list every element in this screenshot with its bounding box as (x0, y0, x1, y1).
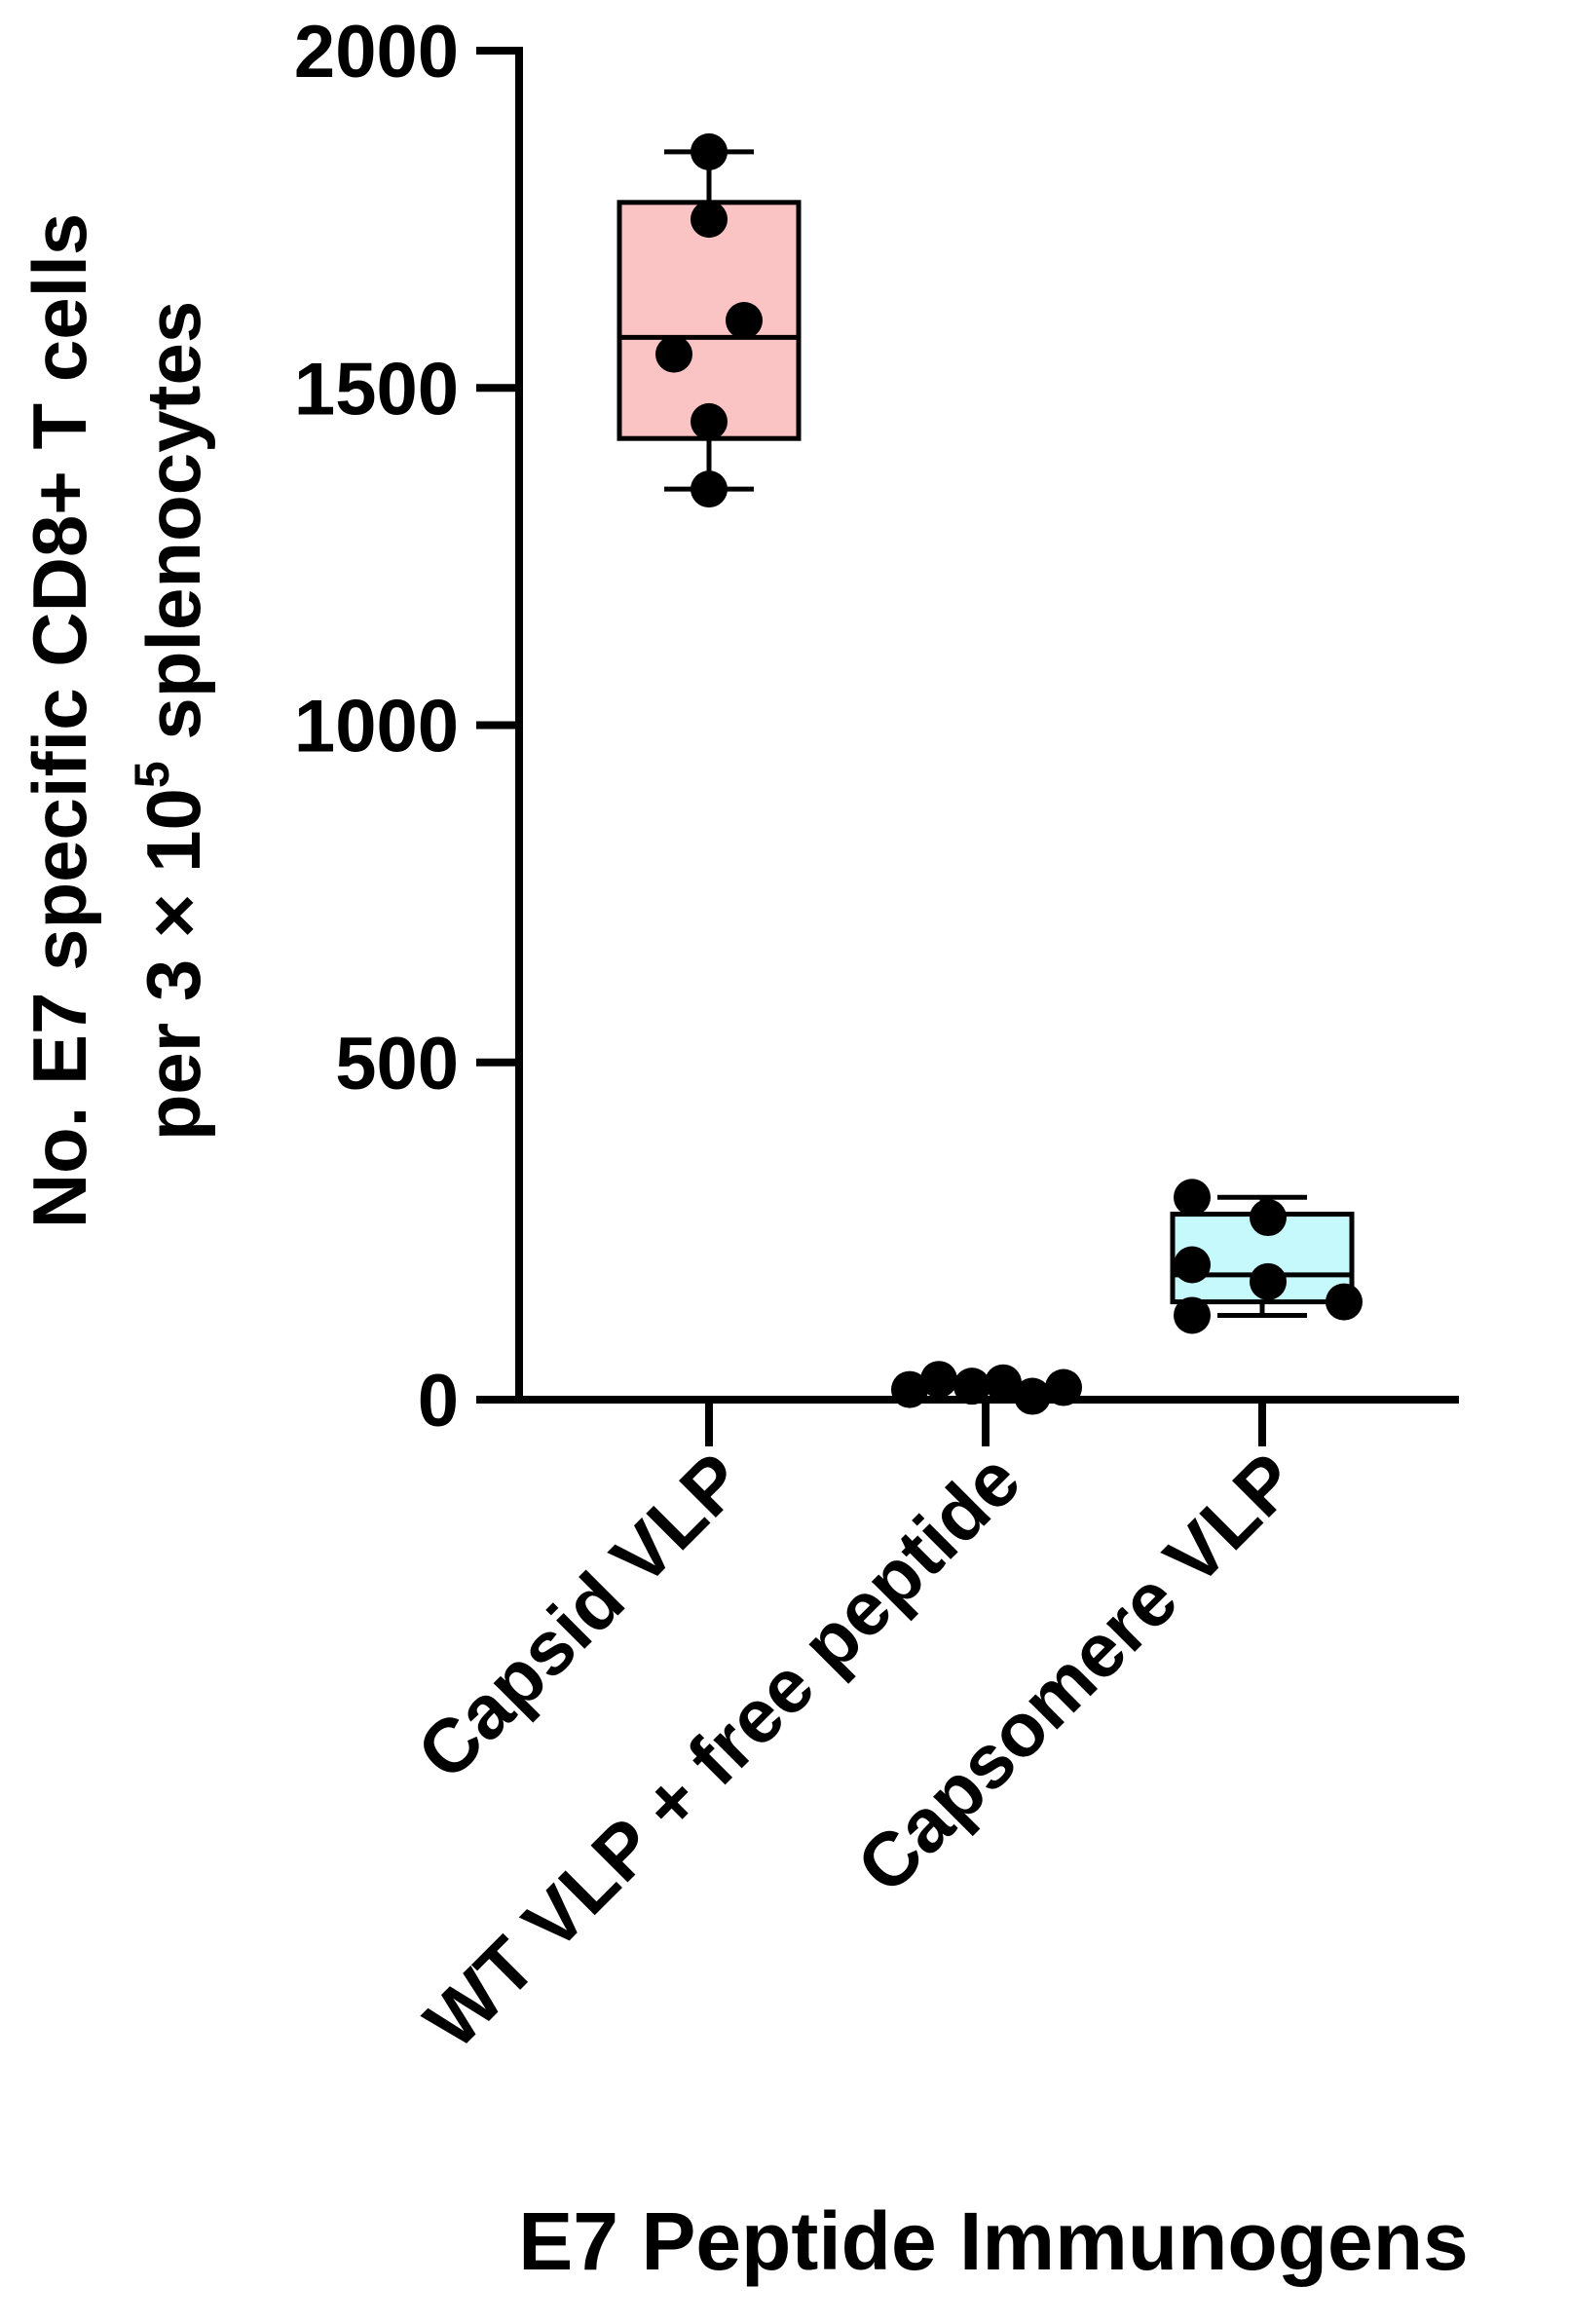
data-point-3-6 (1326, 1283, 1363, 1321)
data-point-2-2 (920, 1361, 957, 1399)
data-point-1-3 (726, 302, 763, 339)
y-tick-label-1500: 1500 (294, 348, 459, 431)
data-point-1-6 (691, 470, 728, 508)
data-point-2-1 (891, 1370, 928, 1408)
data-points (655, 132, 1363, 1415)
y-axis-title-line1: No. E7 specific CD8+ T cells (17, 213, 102, 1229)
data-point-1-2 (691, 201, 728, 239)
y-tick-label-0: 0 (418, 1360, 459, 1443)
y-axis-title-line2: per 3 × 105 splenocytes (125, 301, 216, 1141)
data-point-2-3 (953, 1368, 990, 1406)
data-point-2-5 (1014, 1377, 1051, 1415)
y-tick-label-2000: 2000 (294, 11, 459, 94)
x-axis (515, 1396, 1459, 1446)
data-point-2-4 (985, 1364, 1022, 1402)
data-point-3-5 (1250, 1262, 1287, 1300)
data-point-1-4 (655, 335, 692, 373)
box-iqr (616, 200, 802, 441)
y-axis-title: No. E7 specific CD8+ T cells per 3 × 105… (17, 213, 216, 1229)
data-point-3-3 (1174, 1296, 1211, 1334)
y-tick-label-500: 500 (335, 1023, 459, 1106)
data-point-2-6 (1045, 1368, 1082, 1406)
data-point-3-4 (1250, 1199, 1287, 1237)
x-axis-title: E7 Peptide Immunogens (518, 2195, 1469, 2287)
data-point-3-1 (1174, 1179, 1211, 1217)
data-point-1-5 (691, 402, 728, 440)
y-tick-label-1000: 1000 (294, 686, 459, 768)
data-point-1-1 (691, 132, 728, 170)
y-axis: 0 500 1000 1500 2000 (294, 11, 523, 1443)
data-point-3-2 (1174, 1246, 1211, 1284)
